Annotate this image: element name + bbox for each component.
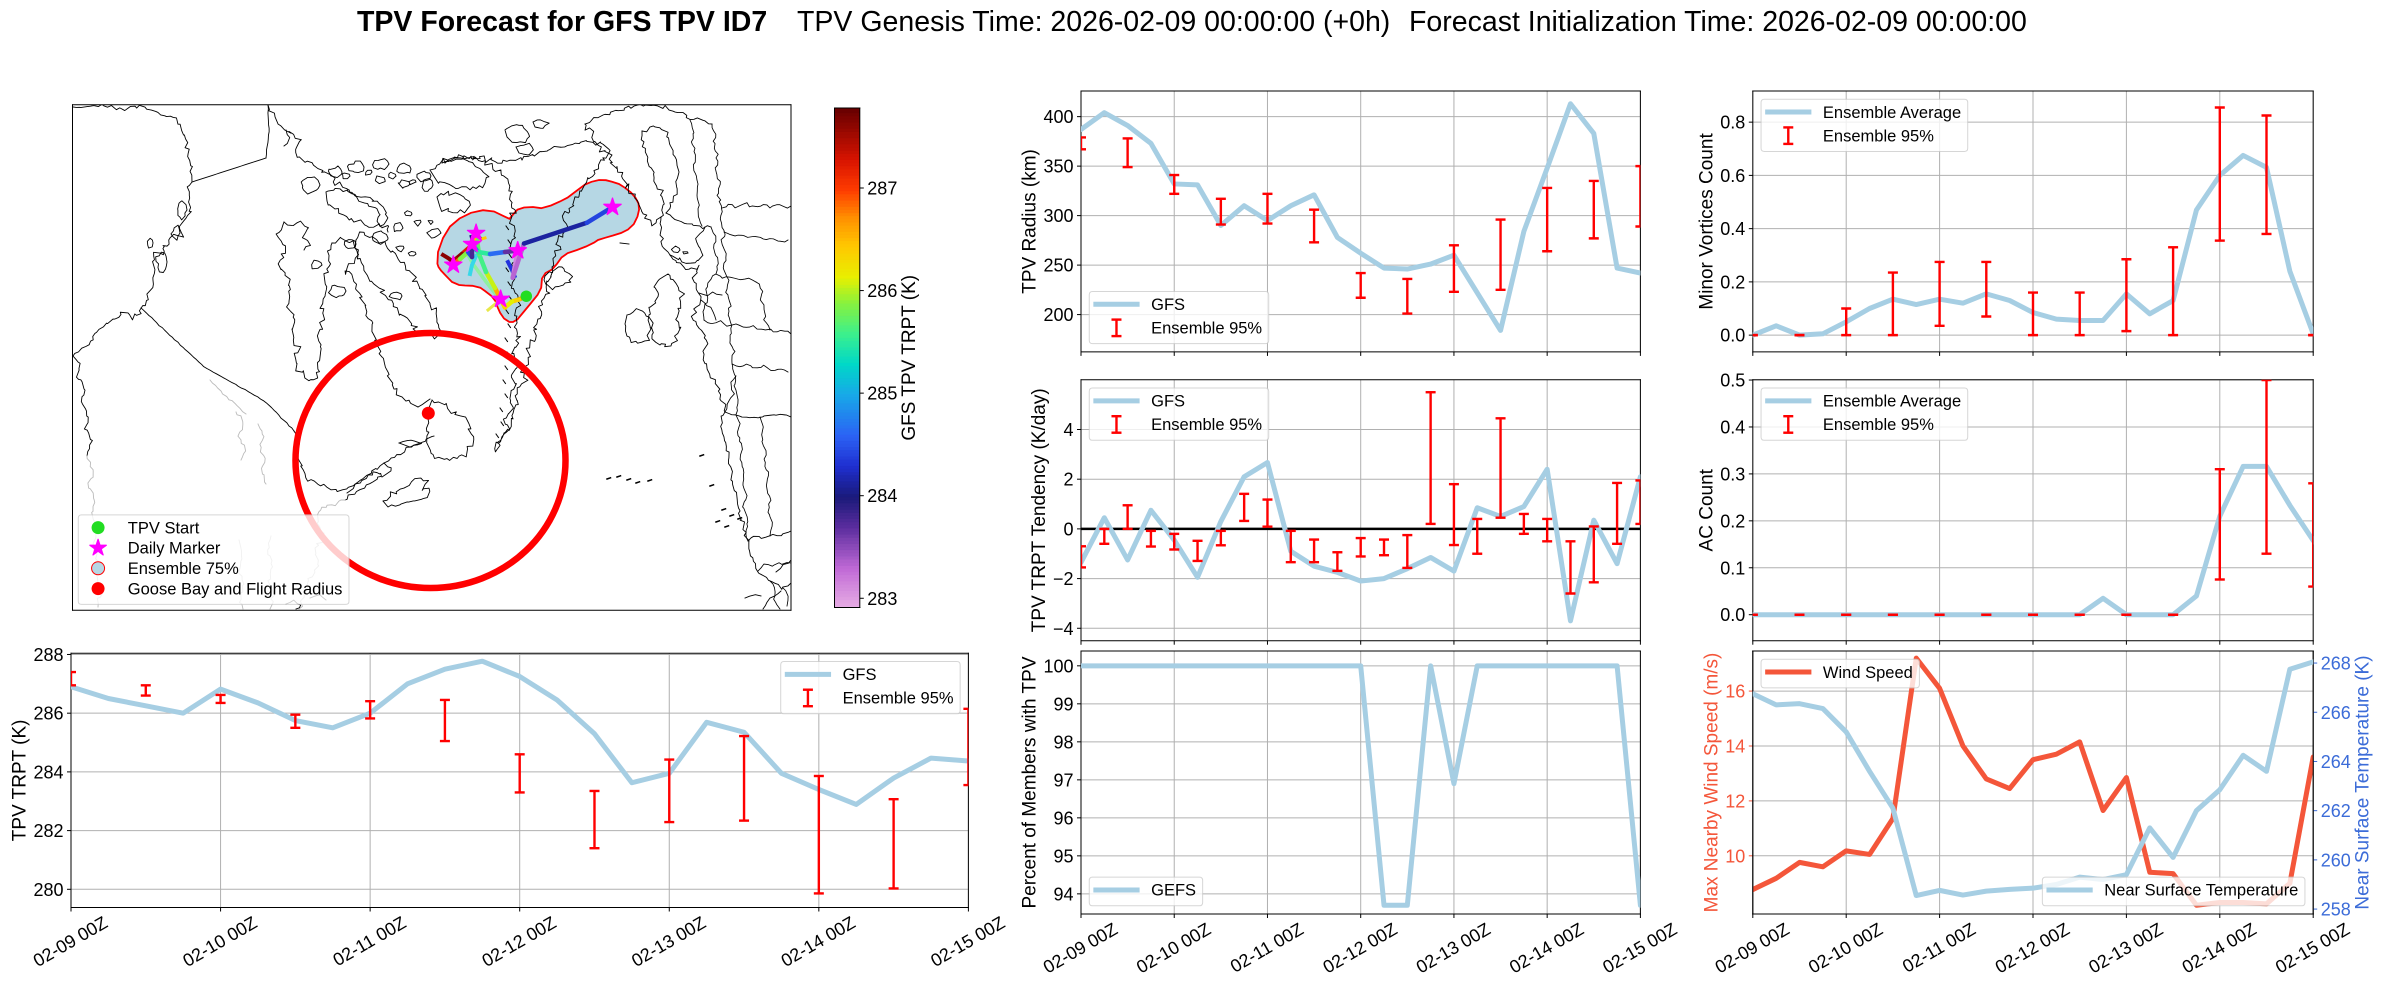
svg-text:350: 350 <box>1043 157 1073 177</box>
svg-text:262: 262 <box>2321 801 2351 821</box>
svg-text:264: 264 <box>2321 752 2351 772</box>
svg-text:260: 260 <box>2321 850 2351 870</box>
svg-text:10: 10 <box>1725 846 1745 866</box>
svg-text:TPV Radius (km): TPV Radius (km) <box>1020 149 1041 294</box>
svg-text:0.2: 0.2 <box>1720 511 1745 531</box>
svg-text:0.6: 0.6 <box>1720 166 1745 186</box>
svg-text:GFS: GFS <box>1151 296 1185 314</box>
svg-text:16: 16 <box>1725 682 1745 702</box>
svg-text:0.0: 0.0 <box>1720 326 1745 346</box>
svg-text:GFS: GFS <box>843 666 877 684</box>
svg-text:100: 100 <box>1043 656 1073 676</box>
svg-text:GFS: GFS <box>1151 393 1185 411</box>
svg-text:Ensemble Average: Ensemble Average <box>1823 104 1961 122</box>
svg-text:Near Surface Temperature: Near Surface Temperature <box>2104 882 2298 900</box>
svg-text:0.1: 0.1 <box>1720 558 1745 578</box>
svg-text:−2: −2 <box>1053 569 1074 589</box>
svg-text:TPV Genesis Time: 2026-02-09 0: TPV Genesis Time: 2026-02-09 00:00:00 (+… <box>797 6 1390 38</box>
svg-text:99: 99 <box>1053 694 1073 714</box>
svg-text:284: 284 <box>33 762 63 782</box>
svg-text:Near Surface Temperature (K): Near Surface Temperature (K) <box>2352 655 2373 909</box>
svg-text:250: 250 <box>1043 256 1073 276</box>
svg-text:Ensemble 95%: Ensemble 95% <box>1823 127 1934 145</box>
svg-text:Forecast Initialization Time:: Forecast Initialization Time: 2026-02-09… <box>1409 6 2027 38</box>
svg-text:283: 283 <box>867 589 897 609</box>
svg-text:0.8: 0.8 <box>1720 113 1745 133</box>
svg-text:287: 287 <box>867 179 897 199</box>
svg-text:280: 280 <box>33 880 63 900</box>
svg-text:94: 94 <box>1053 884 1073 904</box>
svg-text:Ensemble 95%: Ensemble 95% <box>1823 416 1934 434</box>
svg-text:12: 12 <box>1725 791 1745 811</box>
svg-text:400: 400 <box>1043 107 1073 127</box>
svg-text:GFS TPV TRPT (K): GFS TPV TRPT (K) <box>899 275 920 441</box>
svg-text:GEFS: GEFS <box>1151 882 1196 900</box>
svg-text:Wind Speed: Wind Speed <box>1823 664 1913 682</box>
svg-text:Ensemble 95%: Ensemble 95% <box>843 690 954 708</box>
svg-text:Ensemble 95%: Ensemble 95% <box>1151 320 1262 338</box>
svg-text:Ensemble 75%: Ensemble 75% <box>128 560 239 578</box>
svg-text:96: 96 <box>1053 808 1073 828</box>
svg-text:Minor Vortices Count: Minor Vortices Count <box>1696 133 1717 310</box>
svg-text:TPV Forecast for GFS TPV ID7: TPV Forecast for GFS TPV ID7 <box>357 6 767 38</box>
svg-text:Percent of Members with TPV: Percent of Members with TPV <box>1020 656 1041 908</box>
svg-text:Goose Bay and Flight Radius: Goose Bay and Flight Radius <box>128 580 343 598</box>
svg-text:268: 268 <box>2321 654 2351 674</box>
svg-text:14: 14 <box>1725 737 1745 757</box>
svg-text:0.5: 0.5 <box>1720 371 1745 391</box>
svg-text:Max Nearby Wind Speed (m/s): Max Nearby Wind Speed (m/s) <box>1701 653 1722 913</box>
svg-text:4: 4 <box>1063 420 1073 440</box>
svg-text:288: 288 <box>33 645 63 665</box>
svg-text:266: 266 <box>2321 703 2351 723</box>
svg-text:95: 95 <box>1053 846 1073 866</box>
svg-text:0.4: 0.4 <box>1720 219 1745 239</box>
svg-text:Ensemble 95%: Ensemble 95% <box>1151 416 1262 434</box>
svg-text:TPV Start: TPV Start <box>128 519 200 537</box>
svg-text:0: 0 <box>1063 519 1073 539</box>
svg-text:Ensemble Average: Ensemble Average <box>1823 393 1961 411</box>
svg-text:0.0: 0.0 <box>1720 605 1745 625</box>
svg-text:TPV TRPT (K): TPV TRPT (K) <box>10 720 31 842</box>
svg-text:258: 258 <box>2321 900 2351 920</box>
svg-text:98: 98 <box>1053 732 1073 752</box>
svg-text:TPV TRPT Tendency (K/day): TPV TRPT Tendency (K/day) <box>1029 388 1050 632</box>
svg-text:284: 284 <box>867 486 897 506</box>
svg-text:286: 286 <box>33 704 63 724</box>
svg-text:AC Count: AC Count <box>1696 468 1717 551</box>
svg-text:Daily Marker: Daily Marker <box>128 540 221 558</box>
svg-text:300: 300 <box>1043 206 1073 226</box>
svg-text:200: 200 <box>1043 305 1073 325</box>
svg-text:282: 282 <box>33 821 63 841</box>
svg-text:0.4: 0.4 <box>1720 417 1745 437</box>
svg-text:2: 2 <box>1063 470 1073 490</box>
svg-text:0.2: 0.2 <box>1720 272 1745 292</box>
svg-text:286: 286 <box>867 281 897 301</box>
svg-text:285: 285 <box>867 384 897 404</box>
svg-text:0.3: 0.3 <box>1720 464 1745 484</box>
svg-text:97: 97 <box>1053 770 1073 790</box>
svg-text:−4: −4 <box>1053 619 1074 639</box>
